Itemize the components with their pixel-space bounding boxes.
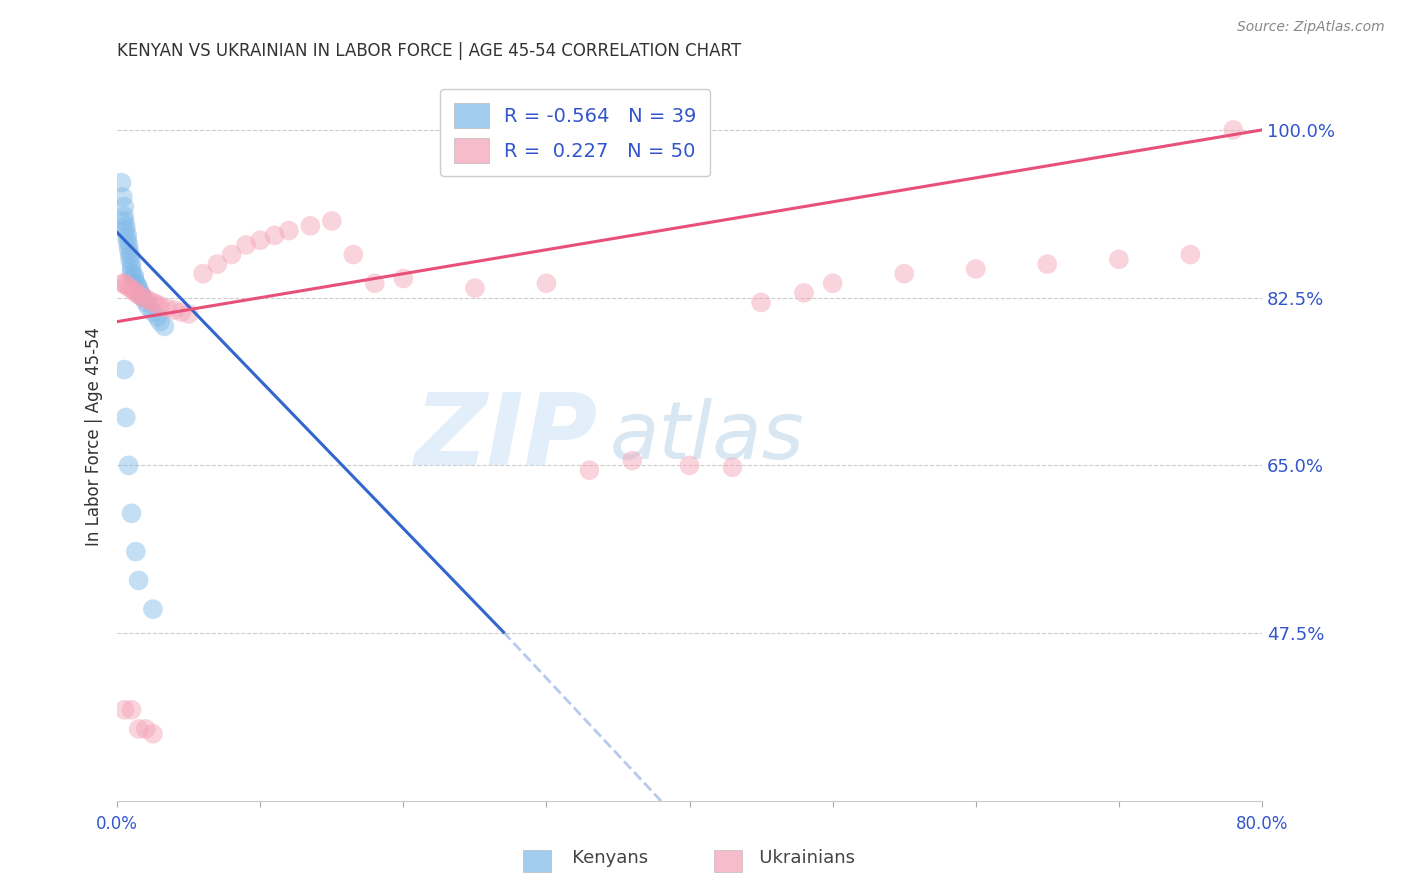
Point [235,238,257,252]
Point [115,228,138,243]
Point [112,362,135,376]
Point [138,300,160,314]
Point [114,219,136,233]
Point [678,458,700,473]
Point [117,458,139,473]
Point [142,305,165,319]
Point [117,280,139,294]
Text: atlas: atlas [609,398,804,475]
Point [125,277,148,291]
Point [1108,252,1130,267]
Point [146,310,169,324]
Point [120,247,142,261]
Point [142,295,165,310]
Point [111,277,134,291]
Point [110,176,132,190]
Point [135,292,157,306]
Point [112,200,135,214]
Point [135,722,157,736]
Point [170,305,193,319]
Point [793,285,815,300]
Point [263,228,285,243]
Point [721,460,744,475]
Point [1222,123,1244,137]
Point [749,295,772,310]
Point [138,293,160,308]
Point [114,278,136,293]
Point [893,267,915,281]
Point [207,257,229,271]
Point [121,261,143,276]
Point [149,315,172,329]
Point [153,319,176,334]
Point [112,277,135,291]
Point [299,219,322,233]
Text: 0.0%: 0.0% [96,815,138,833]
Point [163,303,186,318]
Point [177,307,200,321]
Point [117,243,139,257]
Point [111,190,134,204]
Point [536,277,558,291]
Text: Ukrainians: Ukrainians [720,849,855,867]
Point [117,238,139,252]
Point [124,284,146,298]
Point [1036,257,1059,271]
Text: 80.0%: 80.0% [1236,815,1288,833]
Point [221,247,243,261]
Point [129,285,152,300]
Point [121,282,143,296]
Point [125,285,148,300]
Point [142,602,165,616]
Point [277,223,299,237]
Point [1180,247,1202,261]
Point [578,463,600,477]
Point [120,252,142,267]
Point [114,223,136,237]
Point [115,233,138,247]
Point [131,290,153,304]
Point [821,277,844,291]
Point [127,278,149,293]
Point [131,287,153,301]
FancyBboxPatch shape [714,850,742,872]
Point [249,233,271,247]
Point [392,271,415,285]
Point [124,271,146,285]
Point [114,410,136,425]
Point [128,287,150,301]
FancyBboxPatch shape [523,850,551,872]
Point [121,267,143,281]
Y-axis label: In Labor Force | Age 45-54: In Labor Force | Age 45-54 [86,327,103,546]
Point [135,295,157,310]
Text: ZIP: ZIP [415,388,598,485]
Point [156,301,179,316]
Text: KENYAN VS UKRAINIAN IN LABOR FORCE | AGE 45-54 CORRELATION CHART: KENYAN VS UKRAINIAN IN LABOR FORCE | AGE… [117,42,741,60]
Point [191,267,214,281]
Point [621,453,644,467]
Point [121,506,143,520]
Point [132,291,155,305]
Point [342,247,364,261]
Text: Source: ZipAtlas.com: Source: ZipAtlas.com [1237,20,1385,34]
Point [112,214,135,228]
Point [364,277,387,291]
Point [142,727,165,741]
Point [128,574,150,588]
Point [965,261,987,276]
Point [112,703,135,717]
Point [121,257,143,271]
Legend: R = -0.564   N = 39, R =  0.227   N = 50: R = -0.564 N = 39, R = 0.227 N = 50 [440,89,710,177]
Point [125,544,148,558]
Text: Kenyans: Kenyans [533,849,648,867]
Point [124,268,146,283]
Point [149,299,172,313]
Point [128,722,150,736]
Point [464,281,486,295]
Point [128,281,150,295]
Point [112,209,135,223]
Point [321,214,343,228]
Point [146,297,169,311]
Point [121,703,143,717]
